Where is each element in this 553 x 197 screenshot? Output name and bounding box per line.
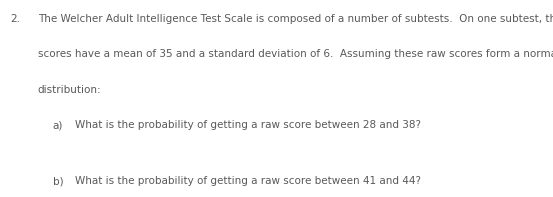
Text: scores have a mean of 35 and a standard deviation of 6.  Assuming these raw scor: scores have a mean of 35 and a standard … [38, 49, 553, 59]
Text: The Welcher Adult Intelligence Test Scale is composed of a number of subtests.  : The Welcher Adult Intelligence Test Scal… [38, 14, 553, 24]
Text: distribution:: distribution: [38, 85, 101, 95]
Text: 2.: 2. [10, 14, 20, 24]
Text: What is the probability of getting a raw score between 41 and 44?: What is the probability of getting a raw… [75, 176, 421, 186]
Text: b): b) [53, 176, 63, 186]
Text: What is the probability of getting a raw score between 28 and 38?: What is the probability of getting a raw… [75, 120, 421, 130]
Text: a): a) [53, 120, 63, 130]
